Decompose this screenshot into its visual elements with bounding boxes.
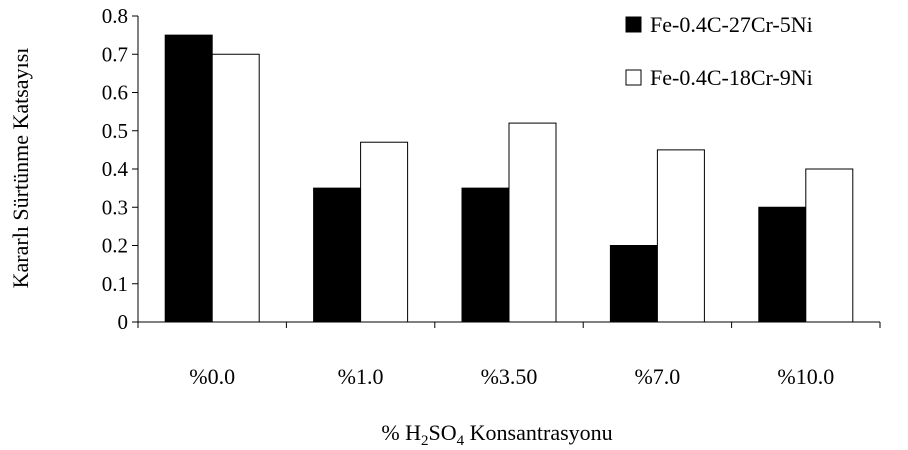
y-axis-title: Kararlı Sürtünme Katsayısı [8, 48, 33, 289]
bar-series-2-4 [656, 149, 705, 323]
bar-series-2-1 [211, 53, 260, 323]
legend-swatch-series-1 [625, 16, 642, 33]
bar-series-1-1 [164, 34, 213, 323]
bar-series-1-5 [758, 206, 807, 323]
bar-series-1-2 [313, 187, 362, 323]
y-tick-label: 0 [118, 310, 129, 334]
x-category-label: %3.50 [481, 364, 538, 389]
x-axis [137, 321, 881, 328]
bar-series-2-2 [360, 141, 409, 323]
y-tick-label: 0.6 [102, 81, 128, 105]
x-category-label: %0.0 [189, 364, 235, 389]
bar-series-2-3 [508, 122, 557, 323]
legend: Fe-0.4C-27Cr-5Ni Fe-0.4C-18Cr-9Ni [625, 12, 813, 90]
y-tick-label: 0.3 [102, 195, 128, 219]
x-category-label: %7.0 [634, 364, 680, 389]
y-tick-label: 0.4 [102, 157, 129, 181]
y-tick-label: 0.8 [102, 4, 128, 28]
y-tick-label: 0.2 [102, 234, 128, 258]
bar-series-2-5 [805, 168, 854, 323]
bars [164, 34, 854, 323]
legend-label-series-1: Fe-0.4C-27Cr-5Ni [650, 12, 813, 37]
y-tick-label: 0.7 [102, 42, 128, 66]
y-axis: 0 0.1 0.2 0.3 0.4 0.5 0.6 0.7 0.8 [102, 4, 139, 334]
x-axis-title: % H2SO4 Konsantrasyonu [381, 420, 612, 449]
legend-swatch-series-2 [625, 69, 642, 86]
x-category-label: %1.0 [338, 364, 384, 389]
legend-label-series-2: Fe-0.4C-18Cr-9Ni [650, 65, 813, 90]
y-tick-label: 0.1 [102, 272, 128, 296]
category-labels: %0.0 %1.0 %3.50 %7.0 %10.0 [189, 364, 834, 389]
y-tick-label: 0.5 [102, 119, 128, 143]
x-category-label: %10.0 [777, 364, 834, 389]
bar-series-1-4 [609, 245, 658, 323]
bar-series-1-3 [461, 187, 510, 323]
